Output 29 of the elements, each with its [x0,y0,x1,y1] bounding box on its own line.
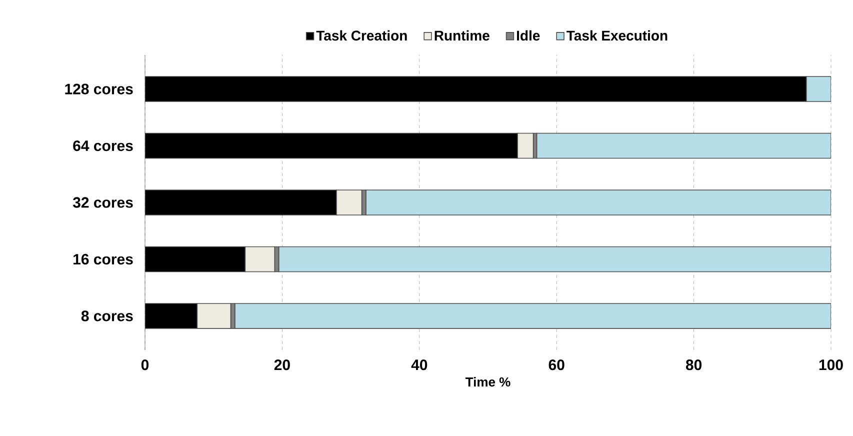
x-tick-label: 100 [819,360,843,370]
legend-label: Task Creation [316,30,407,41]
bar [244,246,276,272]
x-axis-title: Time % [466,377,510,387]
y-tick-label: 8 cores [81,310,133,322]
bar [145,246,246,272]
bar [145,190,337,216]
bar [517,132,534,159]
legend-label: Task Execution [566,30,668,41]
bar [536,132,832,159]
x-tick-label: 40 [411,360,428,370]
x-tick-label: 60 [548,360,564,370]
bar [145,303,198,329]
y-tick-label: 64 cores [73,140,133,152]
legend-label: Idle [517,30,540,41]
y-tick-label: 16 cores [74,254,133,265]
bar [145,132,518,159]
y-tick-label: 128 cores [65,84,133,94]
bar [278,246,832,272]
bar [234,303,832,329]
x-tick-label: 80 [686,360,702,370]
bar [806,76,832,102]
bar [336,190,362,216]
y-tick-label: 32 cores [72,197,133,208]
legend-label: Runtime [434,30,490,41]
x-tick-label: 20 [274,360,290,370]
bar [365,190,832,216]
x-tick-label: 0 [141,360,149,370]
bar [145,76,807,102]
